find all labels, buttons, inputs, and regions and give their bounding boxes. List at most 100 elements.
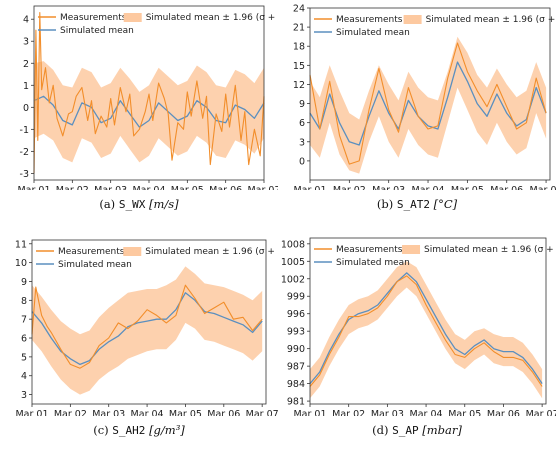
xtick-label-a: Mar 05 — [171, 185, 204, 190]
xtick-label-c: Mar 07 — [246, 409, 278, 416]
simulated-mean-line-c — [31, 292, 263, 366]
chart-a: -3 -2 -1 0 1 2 3 4 Mar 01 Mar 02 Mar 03 Mar 04 Mar 0… — [17, 5, 291, 196]
caption-d-var: S_AP — [392, 424, 419, 437]
legend-label-measurements-a: Measurements — [60, 13, 127, 23]
panel-c: 3 4 5 6 7 8 9 10 11 Mar 01 Mar 02 Mar 03 Mar 04 Mar 0… — [0, 226, 291, 449]
legend-label-band-d: Simulated mean ± 1.96 (σ + σₙ) — [424, 245, 556, 255]
ytick-label-d: 1005 — [281, 257, 305, 268]
ytick-label-c: 9 — [21, 277, 27, 288]
xtick-label-d: Mar 01 — [293, 409, 326, 416]
xtick-label-d: Mar 03 — [371, 409, 404, 416]
ytick-label-b: 15 — [293, 61, 305, 72]
ytick-label-a: 1 — [23, 81, 29, 92]
xtick-label-a: Mar 06 — [209, 185, 242, 190]
xtick-label-b: Mar 06 — [490, 185, 523, 190]
caption-d-label: (d) — [372, 423, 389, 437]
ytick-label-d: 1002 — [281, 274, 305, 285]
caption-b-label: (b) — [376, 197, 394, 211]
legend-label-measurements-c: Measurements — [58, 247, 125, 257]
plot-frame-c — [31, 239, 267, 405]
ytick-label-c: 6 — [21, 334, 27, 345]
measurements-line-a — [33, 12, 265, 174]
xtick-label-d: Mar 04 — [410, 409, 443, 416]
caption-b-var: S_AT2 — [396, 198, 430, 211]
ytick-label-d: 984 — [287, 379, 305, 390]
xtick-label-d: Mar 05 — [448, 409, 481, 416]
panel-d: 981 984 987 990 993 996 999 1002 1005 1008 Mar 01 M… — [278, 226, 556, 449]
xtick-label-a: Mar 03 — [94, 185, 127, 190]
ytick-label-d: 987 — [287, 362, 305, 373]
measurements-line-d — [309, 275, 543, 387]
band-b — [310, 36, 547, 174]
xtick-label-c: Mar 03 — [92, 409, 125, 416]
legend-label-simulated-mean-b: Simulated mean — [336, 28, 410, 38]
ytick-label-a: 3 — [23, 37, 29, 48]
legend-label-measurements-d: Measurements — [336, 245, 403, 255]
xtick-label-b: Mar 02 — [333, 185, 366, 190]
legend-swatch-band-d — [402, 245, 421, 254]
legend-label-band-b: Simulated mean ± 1.96 (σ + σₙ) — [426, 15, 556, 25]
ytick-label-d: 1008 — [281, 239, 305, 250]
ytick-label-c: 4 — [21, 371, 27, 382]
legend-label-measurements-b: Measurements — [336, 15, 403, 25]
legend-label-simulated-mean-c: Simulated mean — [58, 260, 132, 270]
ytick-label-c: 11 — [15, 239, 27, 250]
xtick-label-c: Mar 05 — [169, 409, 202, 416]
xtick-label-c: Mar 04 — [131, 409, 164, 416]
xtick-label-b: Mar 04 — [412, 185, 445, 190]
band-d — [310, 261, 543, 399]
band-a — [34, 61, 264, 163]
xtick-label-c: Mar 06 — [207, 409, 240, 416]
legend-swatch-band-b — [403, 15, 422, 24]
ytick-label-b: 0 — [299, 156, 305, 167]
xtick-label-d: Mar 02 — [332, 409, 365, 416]
legend-label-band-a: Simulated mean ± 1.96 (σ + σₙ) — [146, 13, 278, 23]
ytick-label-b: 18 — [293, 42, 305, 53]
xtick-label-d: Mar 07 — [526, 409, 556, 416]
ytick-label-b: 12 — [293, 80, 305, 91]
legend-swatch-band-a — [123, 13, 142, 22]
panel-b: 0 3 6 9 12 15 18 21 24 Mar 01 Mar 02 Mar 03 Mar 04 Ma… — [278, 0, 556, 222]
ytick-label-d: 993 — [287, 327, 305, 338]
caption-d: (d) S_AP [mbar] — [278, 423, 556, 437]
chart-b: 0 3 6 9 12 15 18 21 24 Mar 01 Mar 02 Mar 03 Mar 04 Ma… — [293, 4, 556, 197]
panel-a: -3 -2 -1 0 1 2 3 4 Mar 01 Mar 02 Mar 03 Mar 04 Mar 0… — [0, 0, 291, 222]
ytick-label-d: 990 — [287, 344, 305, 355]
caption-c-unit: [g/m³] — [149, 423, 185, 437]
simulated-mean-line-d — [309, 272, 543, 385]
xtick-label-a: Mar 02 — [56, 185, 89, 190]
xtick-label-d: Mar 06 — [487, 409, 520, 416]
measurements-line-c — [31, 284, 263, 369]
caption-a-unit: [m/s] — [149, 197, 179, 211]
caption-a: (a) S_WX [m/s] — [0, 197, 278, 211]
caption-a-label: (a) — [99, 197, 116, 211]
caption-c-label: (c) — [93, 423, 109, 437]
xtick-label-a: Mar 07 — [247, 185, 278, 190]
measurements-line-b — [309, 42, 547, 165]
ytick-label-a: -1 — [20, 125, 29, 136]
ytick-label-c: 5 — [21, 352, 27, 363]
xtick-label-a: Mar 01 — [17, 185, 50, 190]
ytick-label-c: 7 — [21, 315, 27, 326]
band-c — [32, 266, 263, 395]
ytick-label-a: 0 — [23, 103, 29, 114]
xtick-label-c: Mar 01 — [15, 409, 48, 416]
caption-b: (b) S_AT2 [°C] — [278, 197, 556, 211]
ytick-label-a: -3 — [20, 169, 29, 180]
ytick-label-b: 24 — [293, 4, 305, 15]
simulated-mean-line-a — [33, 95, 265, 128]
plot-frame-b — [309, 7, 551, 181]
caption-c: (c) S_AH2 [g/m³] — [0, 423, 278, 437]
ytick-label-a: -2 — [20, 147, 29, 158]
legend-label-simulated-mean-a: Simulated mean — [60, 26, 134, 36]
ytick-label-a: 2 — [23, 59, 29, 70]
ytick-label-d: 981 — [287, 397, 305, 408]
ytick-label-c: 8 — [21, 296, 27, 307]
chart-c: 3 4 5 6 7 8 9 10 11 Mar 01 Mar 02 Mar 03 Mar 04 Mar 0… — [15, 239, 291, 420]
legend-label-simulated-mean-d: Simulated mean — [336, 258, 410, 268]
caption-b-unit: [°C] — [433, 197, 458, 211]
xtick-label-b: Mar 05 — [451, 185, 484, 190]
caption-d-unit: [mbar] — [422, 423, 462, 437]
xtick-label-b: Mar 01 — [293, 185, 326, 190]
xtick-label-b: Mar 03 — [372, 185, 405, 190]
